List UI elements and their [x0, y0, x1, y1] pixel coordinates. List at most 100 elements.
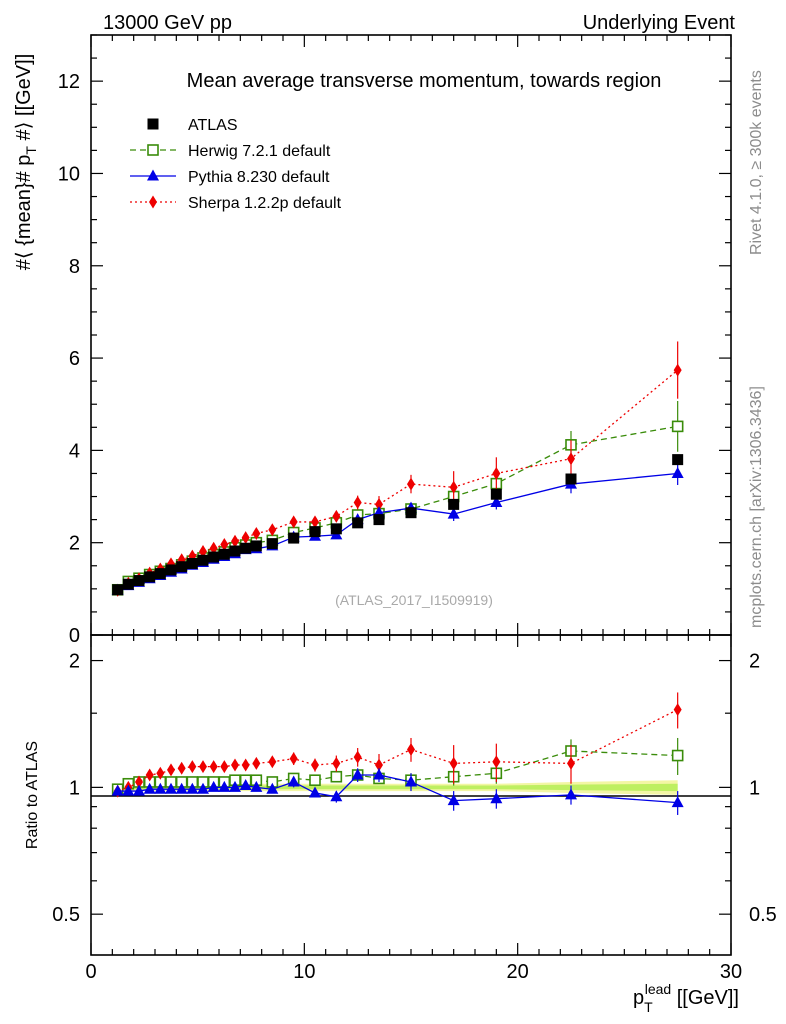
pythia-point	[229, 780, 241, 792]
y-tick-label: 0	[69, 625, 80, 647]
pythia-series	[111, 461, 684, 595]
pythia-point	[405, 775, 417, 787]
pythia-point	[154, 782, 167, 794]
pythia-point	[207, 780, 220, 792]
sherpa-point	[311, 515, 319, 529]
mcplots-label: mcplots.cern.ch [arXiv:1306.3436]	[748, 386, 765, 628]
ratio-y-tick-label-right: 2	[749, 651, 760, 673]
atlas-series	[112, 454, 684, 596]
atlas-point	[352, 517, 364, 529]
atlas-point	[122, 578, 134, 590]
main-frame	[90, 34, 732, 636]
x-tick-label: 10	[293, 961, 315, 983]
herwig-point	[671, 420, 684, 433]
pythia-point	[671, 466, 684, 478]
pythia-point	[111, 784, 124, 796]
sherpa-point	[220, 538, 229, 552]
sherpa-point	[188, 760, 197, 774]
ratio-y-tick-label: 0.5	[52, 904, 80, 926]
legend-item-herwig: Herwig 7.2.1 default	[130, 143, 331, 160]
ratio-y-tick-label: 2	[69, 651, 80, 673]
sherpa-point	[145, 768, 154, 782]
pythia-point	[565, 788, 577, 800]
y-tick-label: 12	[58, 71, 80, 93]
legend-item-pythia: Pythia 8.230 default	[130, 169, 330, 186]
y-tick-label: 10	[58, 163, 80, 185]
sherpa-point	[375, 758, 383, 772]
atlas-point	[288, 532, 300, 544]
ratio-panel: 0.5 0.51 12 20 10 20 30	[52, 634, 777, 983]
pythia-point	[490, 496, 503, 508]
sherpa-point	[289, 752, 298, 766]
atlas-point	[240, 542, 252, 554]
pythia-point	[133, 784, 145, 796]
sherpa-point	[449, 480, 458, 494]
atlas-point	[490, 488, 502, 500]
legend-item-sherpa: Sherpa 1.2.2p default	[130, 195, 342, 212]
ratio-axis-ticks: 0.5 0.51 12 20 10 20 30	[52, 635, 777, 983]
analysis-watermark: (ATLAS_2017_I1509919)	[335, 592, 493, 608]
y-tick-label: 6	[69, 348, 80, 370]
sherpa-point	[353, 496, 362, 510]
legend-marker	[147, 169, 159, 181]
main-series	[111, 341, 684, 597]
legend-label: Sherpa 1.2.2p default	[188, 195, 342, 212]
header-right: Underlying Event	[583, 12, 736, 34]
y-axis-label: #⟨ {mean}# pT #⟩ [[GeV]]	[13, 54, 39, 271]
legend-marker	[149, 195, 157, 209]
sherpa-point	[209, 760, 218, 774]
atlas-point	[448, 498, 460, 510]
sherpa-point	[673, 363, 682, 377]
sherpa-point	[231, 758, 239, 772]
atlas-point	[154, 568, 166, 580]
ratio-series	[111, 692, 684, 815]
x-axis-label: pTlead [[GeV]]	[633, 981, 739, 1015]
plot-title: Mean average transverse momentum, toward…	[187, 70, 662, 92]
atlas-point	[218, 548, 230, 560]
atlas-point	[112, 584, 124, 596]
atlas-point	[176, 561, 188, 573]
main-axis-ticks: 0 2 4 6 8 10 12	[58, 34, 732, 647]
atlas-point	[250, 540, 262, 552]
pythia-point	[186, 782, 199, 794]
sherpa-point	[332, 756, 341, 770]
sherpa-point	[268, 523, 277, 537]
pythia-point	[266, 782, 279, 794]
atlas-point	[144, 571, 156, 583]
pythia-line	[117, 472, 678, 591]
pythia-point	[197, 782, 209, 794]
sherpa-point	[220, 760, 229, 774]
atlas-point	[309, 526, 321, 538]
herwig-point	[309, 774, 321, 786]
sherpa-point	[449, 756, 458, 770]
sherpa-point	[407, 477, 415, 491]
sherpa-point	[567, 756, 575, 770]
pythia-point	[250, 780, 263, 792]
pythia-point	[490, 792, 503, 804]
pythia-point	[330, 790, 343, 802]
atlas-point	[165, 564, 177, 576]
y-tick-label: 2	[69, 533, 80, 555]
atlas-point	[266, 538, 278, 550]
main-panel: 0 2 4 6 8 10 12 Mean average transverse moment…	[58, 34, 732, 647]
sherpa-point	[252, 526, 261, 540]
ratio-y-tick-label-right: 1	[749, 777, 760, 799]
atlas-point	[565, 473, 577, 485]
sherpa-point	[492, 755, 501, 769]
sherpa-point	[567, 452, 575, 466]
sherpa-point	[167, 763, 175, 777]
sherpa-point	[231, 534, 239, 548]
header-left: 13000 GeV pp	[103, 12, 232, 34]
atlas-point	[330, 523, 342, 535]
sherpa-point	[241, 531, 250, 545]
pythia-point	[122, 784, 135, 796]
sherpa-point	[353, 750, 362, 764]
sherpa-point	[375, 497, 383, 511]
pythia-point	[165, 782, 177, 794]
sherpa-point	[156, 766, 165, 780]
pythia-point	[351, 768, 364, 780]
sherpa-point	[177, 761, 186, 775]
ratio-y-tick-label: 1	[69, 777, 80, 799]
pythia-point	[373, 768, 385, 780]
